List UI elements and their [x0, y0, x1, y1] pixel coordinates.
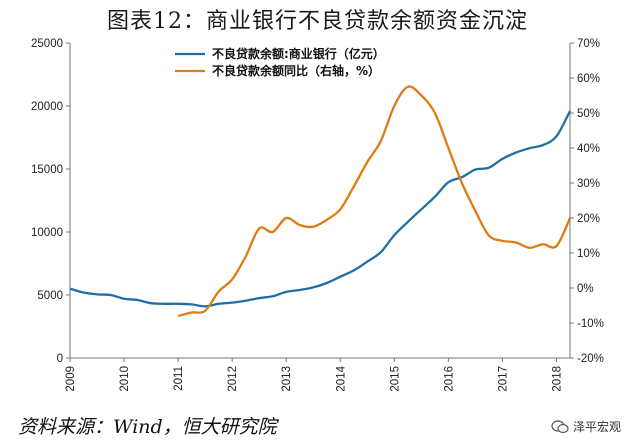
figure-title: 图表12：商业银行不良贷款余额资金沉淀	[107, 9, 528, 34]
y-right-tick-label: 20%	[577, 213, 600, 225]
y-right-tick-label: -20%	[577, 353, 604, 365]
y-right-tick-label: 10%	[577, 248, 600, 260]
y-right-tick-label: 70%	[577, 38, 600, 50]
y-right-tick-label: 50%	[577, 108, 600, 120]
series-line-npl-balance	[69, 110, 572, 308]
series-line-npl-yoy	[177, 85, 572, 318]
wechat-logo-icon	[551, 419, 569, 433]
y-left-tick-label: 5000	[37, 290, 63, 302]
legend-label: 不良贷款余额同比（右轴，%）	[212, 63, 380, 78]
x-tick-label: 2009	[65, 366, 77, 392]
x-tick-label: 2012	[227, 366, 239, 392]
x-tick-label: 2013	[281, 366, 293, 392]
y-left-tick-label: 15000	[31, 164, 63, 176]
x-tick-label: 2016	[443, 366, 455, 392]
watermark: 泽平宏观	[551, 418, 621, 435]
y-right-tick-label: -10%	[577, 318, 604, 330]
x-tick-label: 2010	[119, 366, 131, 392]
y-left-tick-label: 10000	[31, 227, 63, 239]
watermark-text: 泽平宏观	[572, 420, 621, 434]
y-right-tick-label: 0%	[577, 283, 594, 295]
x-tick-label: 2018	[551, 366, 563, 392]
chart-legend: 不良贷款余额:商业银行（亿元） 不良贷款余额同比（右轴，%）	[175, 46, 385, 78]
y-left-tick-label: 25000	[31, 38, 63, 50]
y-left-tick-label: 0	[57, 353, 63, 365]
source-note: 资料来源：Wind，恒大研究院	[18, 416, 277, 438]
x-tick-label: 2017	[497, 366, 509, 392]
chart-series	[69, 85, 572, 318]
legend-label: 不良贷款余额:商业银行（亿元）	[212, 46, 385, 61]
y-right-tick-label: 60%	[577, 73, 600, 85]
x-tick-label: 2014	[335, 365, 347, 391]
x-tick-label: 2011	[173, 366, 185, 391]
y-left-tick-label: 20000	[31, 101, 63, 113]
y-right-tick-label: 30%	[577, 178, 600, 190]
chart-axes: 0 5000 10000 15000 20000 25000 -20% -10% 0% 10% 20…	[31, 38, 604, 392]
x-tick-label: 2015	[389, 366, 401, 392]
y-right-tick-label: 40%	[577, 143, 600, 155]
